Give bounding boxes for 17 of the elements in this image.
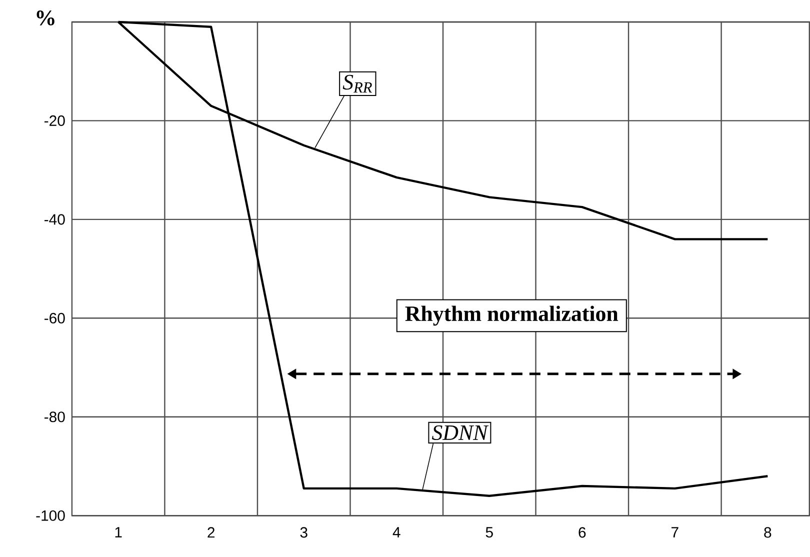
y-tick-label: -40 (44, 214, 65, 225)
x-tick-label: 3 (300, 527, 308, 538)
y-tick-label: -20 (44, 116, 65, 126)
x-tick-label: 7 (672, 527, 678, 538)
annotation: Rhythm normalization (405, 306, 618, 326)
y-tick-label: -100 (36, 510, 65, 522)
y-tick-label: -60 (44, 313, 65, 324)
text: S$_{RR}$ (342, 75, 372, 93)
x-tick-label: 8 (764, 527, 772, 538)
y-tick-label: -80 (44, 412, 65, 422)
x-tick-label: 6 (578, 527, 586, 538)
x-tick-label: 4 (392, 527, 400, 538)
x-tick-label: 1 (115, 527, 122, 538)
x-tick-label: 5 (486, 527, 493, 538)
y-axis-title: % (36, 10, 54, 26)
text: SDNN (432, 426, 489, 440)
x-tick-label: 2 (208, 527, 214, 538)
